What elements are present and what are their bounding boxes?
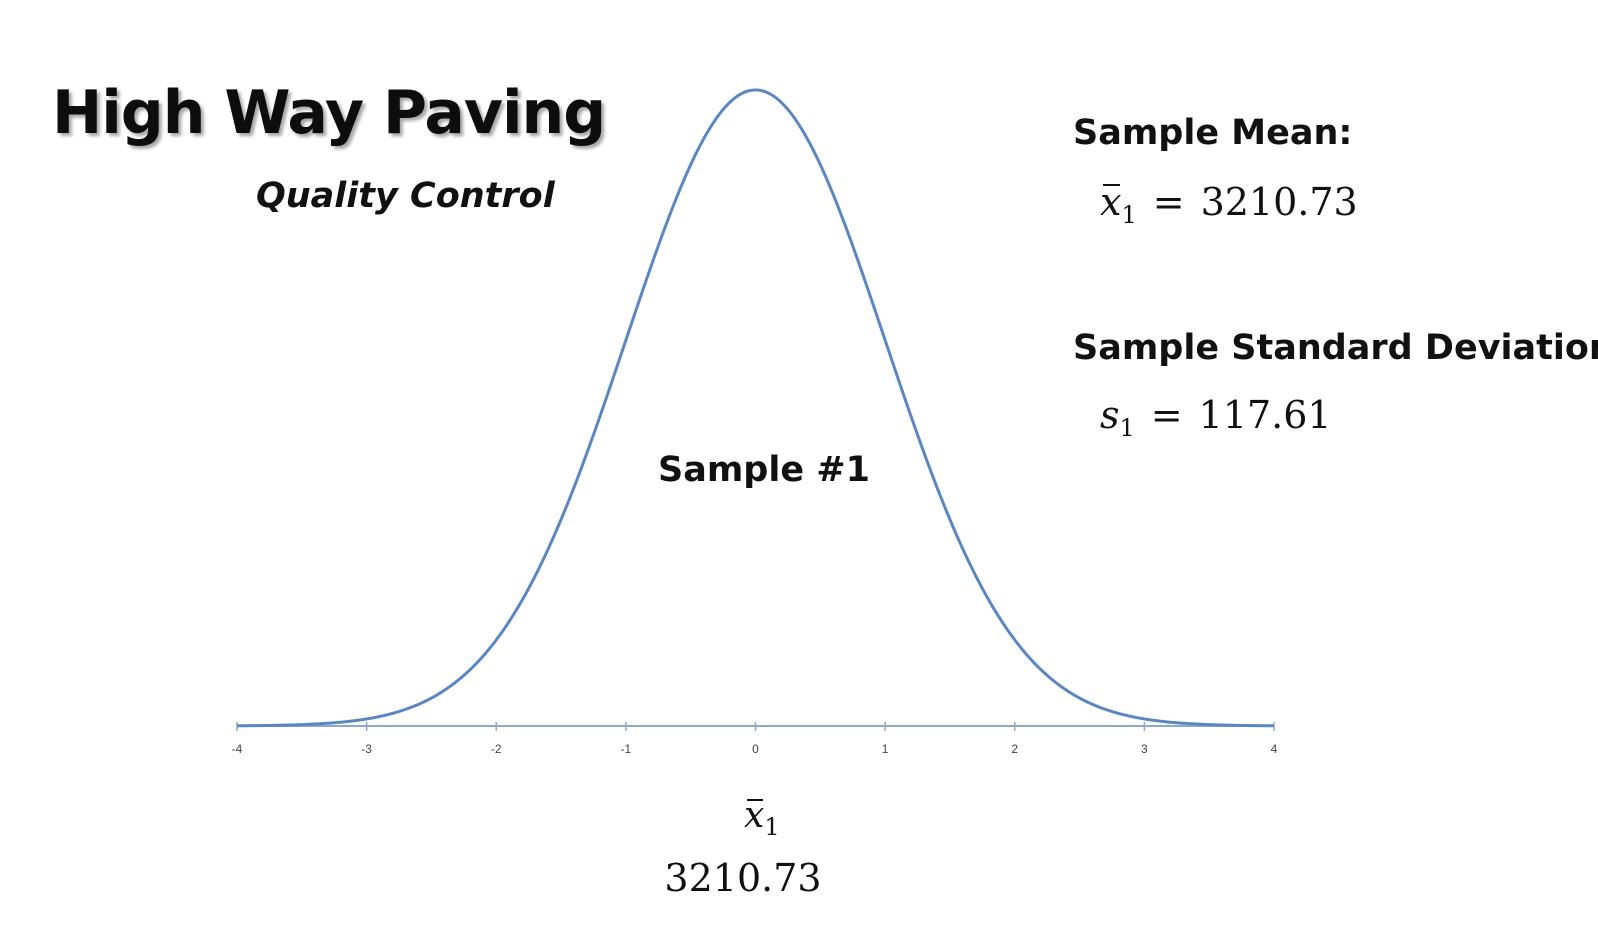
page-title: High Way Paving	[52, 78, 606, 148]
x-tick-label: 0	[752, 742, 759, 756]
page-subtitle: Quality Control	[256, 176, 555, 216]
mean-value: 3210.73	[1200, 180, 1358, 224]
sample-mean-label: Sample Mean:	[1073, 113, 1353, 153]
mean-equals: =	[1152, 180, 1185, 224]
x-tick-label: -3	[361, 742, 372, 756]
sd-subscript: 1	[1119, 414, 1135, 442]
x-tick-label: 3	[1141, 742, 1148, 756]
x-tick-label: 1	[882, 742, 889, 756]
axis-mean-symbol: x1	[744, 795, 780, 841]
mean-subscript: 1	[1121, 201, 1137, 229]
sample-mean-formula: x1 = 3210.73	[1100, 180, 1358, 229]
density-curve	[236, 88, 1275, 728]
x-tick-label: -1	[621, 742, 632, 756]
x-axis-ticks: -4 -3 -2 -1 0 1 2 3 4	[232, 722, 1278, 756]
sample-label: Sample #1	[658, 450, 870, 490]
axis-mean-subscript: 1	[764, 813, 780, 841]
mean-symbol: x	[1100, 180, 1122, 224]
sample-sd-formula: s1 = 117.61	[1100, 393, 1332, 442]
sample-sd-label: Sample Standard Deviation:	[1073, 328, 1598, 368]
axis-mean-x: x	[744, 795, 765, 836]
x-tick-label: -2	[491, 742, 502, 756]
x-tick-label: 2	[1011, 742, 1018, 756]
sd-symbol: s	[1100, 393, 1120, 437]
sd-value: 117.61	[1198, 393, 1332, 437]
axis-mean-value: 3210.73	[664, 856, 822, 900]
x-tick-label: 4	[1271, 742, 1278, 756]
x-tick-label: -4	[232, 742, 243, 756]
sd-equals: =	[1150, 393, 1183, 437]
